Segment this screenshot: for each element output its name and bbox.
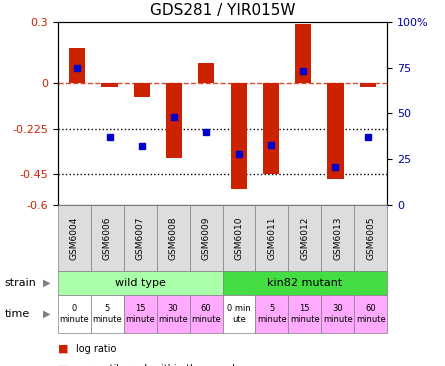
Text: 30
minute: 30 minute <box>158 304 188 324</box>
Text: 30
minute: 30 minute <box>323 304 352 324</box>
Text: 15
minute: 15 minute <box>125 304 155 324</box>
Bar <box>69 48 85 83</box>
Text: 5
minute: 5 minute <box>257 304 287 324</box>
Bar <box>231 83 247 189</box>
Text: GSM6007: GSM6007 <box>136 216 145 259</box>
Text: 5
minute: 5 minute <box>93 304 122 324</box>
Text: time: time <box>4 309 30 319</box>
Text: 60
minute: 60 minute <box>356 304 385 324</box>
Bar <box>198 63 214 83</box>
Title: GDS281 / YIR015W: GDS281 / YIR015W <box>150 3 295 18</box>
Text: 15
minute: 15 minute <box>290 304 320 324</box>
Text: GSM6009: GSM6009 <box>202 216 210 259</box>
Bar <box>263 83 279 175</box>
Bar <box>328 83 344 179</box>
Text: kin82 mutant: kin82 mutant <box>267 278 343 288</box>
Text: GSM6008: GSM6008 <box>169 216 178 259</box>
Text: GSM6013: GSM6013 <box>333 216 342 259</box>
Text: wild type: wild type <box>115 278 166 288</box>
Text: GSM6011: GSM6011 <box>267 216 276 259</box>
Bar <box>360 83 376 87</box>
Bar <box>166 83 182 158</box>
Text: 0
minute: 0 minute <box>60 304 89 324</box>
Text: percentile rank within the sample: percentile rank within the sample <box>76 364 241 366</box>
Bar <box>101 83 117 87</box>
Text: 0 min
ute: 0 min ute <box>227 304 251 324</box>
Text: ■: ■ <box>58 364 69 366</box>
Text: strain: strain <box>4 278 36 288</box>
Bar <box>295 24 312 83</box>
Text: GSM6005: GSM6005 <box>366 216 375 259</box>
Text: ■: ■ <box>58 344 69 354</box>
Text: ▶: ▶ <box>43 309 50 319</box>
Text: GSM6010: GSM6010 <box>235 216 243 259</box>
Text: GSM6004: GSM6004 <box>70 216 79 259</box>
Text: ▶: ▶ <box>43 278 50 288</box>
Text: 60
minute: 60 minute <box>191 304 221 324</box>
Text: GSM6012: GSM6012 <box>300 216 309 259</box>
Text: GSM6006: GSM6006 <box>103 216 112 259</box>
Bar <box>134 83 150 97</box>
Text: log ratio: log ratio <box>76 344 116 354</box>
